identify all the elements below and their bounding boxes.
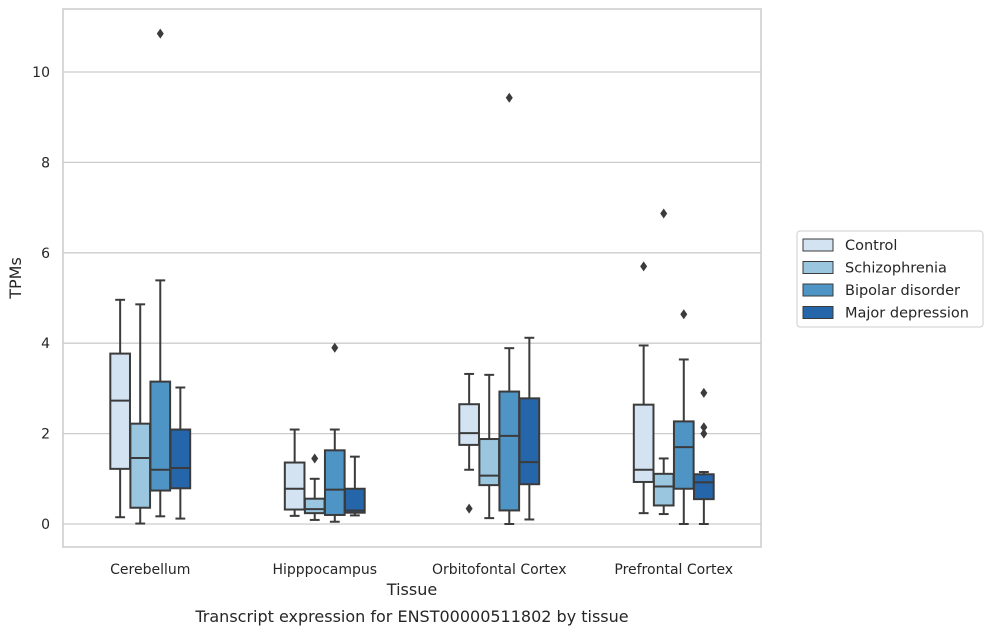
y-axis-label: TPMs <box>6 257 25 300</box>
x-axis-label: Tissue <box>386 580 437 599</box>
legend-label: Major depression <box>845 306 969 322</box>
legend-items: Control Schizophrenia Bipolar disorder Majo… <box>802 238 969 322</box>
y-tick-label: 4 <box>41 336 50 352</box>
x-tick-label: Prefrontal Cortex <box>614 562 733 578</box>
outlier-point <box>640 261 648 272</box>
chart-caption: Transcript expression for ENST0000051180… <box>194 607 628 626</box>
legend-swatch <box>802 261 834 274</box>
box-group <box>632 261 655 515</box>
box-group <box>323 342 346 523</box>
box-iqr <box>323 449 346 516</box>
box-iqr <box>344 487 366 514</box>
legend-frame <box>796 230 984 328</box>
box-group <box>169 386 192 520</box>
box-group <box>129 303 152 525</box>
x-tick-label: Cerebellum <box>110 562 190 578</box>
outlier-point <box>465 503 473 514</box>
x-tick-labels: Cerebellum Hipppocampus Orbitofontal Corte… <box>110 562 733 578</box>
legend-label: Bipolar disorder <box>845 283 960 299</box>
boxes <box>109 28 715 525</box>
box-group <box>344 455 366 517</box>
box-group <box>283 428 306 517</box>
x-tick-label: Orbitofontal Cortex <box>432 562 567 578</box>
box-iqr <box>149 380 172 492</box>
box-iqr <box>672 420 695 490</box>
outlier-point <box>700 387 708 398</box>
outlier-point <box>700 422 708 433</box>
box-group <box>303 453 326 521</box>
box-iqr <box>693 473 715 501</box>
box-group <box>693 387 715 525</box>
legend: Control Schizophrenia Bipolar disorder Majo… <box>796 230 984 328</box>
box-group <box>478 373 501 520</box>
box-iqr <box>632 403 655 483</box>
outlier-point <box>660 208 668 219</box>
box-group <box>652 208 675 516</box>
box-group <box>149 28 172 518</box>
legend-label: Schizophrenia <box>845 261 947 277</box>
outlier-point <box>680 309 688 320</box>
outlier-point <box>156 28 164 39</box>
legend-swatch <box>802 238 834 252</box>
box-iqr <box>109 352 131 470</box>
box-iqr <box>458 403 480 446</box>
box-iqr <box>129 422 152 509</box>
legend-label: Control <box>845 238 897 254</box>
box-group <box>518 336 541 521</box>
y-tick-label: 8 <box>41 155 50 171</box>
legend-swatch <box>802 306 834 319</box>
box-group <box>672 309 695 525</box>
box-iqr <box>652 472 675 507</box>
box-iqr <box>283 461 306 511</box>
plot-area-frame <box>62 8 762 548</box>
y-tick-label: 6 <box>41 246 50 262</box>
box-group <box>109 298 131 519</box>
outlier-point <box>331 342 339 353</box>
box-iqr <box>518 397 541 486</box>
y-tick-label: 10 <box>32 65 50 81</box>
x-tick-label: Hipppocampus <box>272 562 377 578</box>
outlier-point <box>311 453 319 464</box>
y-tick-labels: 0 2 4 6 8 10 <box>32 65 50 533</box>
box-iqr <box>169 428 192 490</box>
box-iqr <box>498 390 521 512</box>
box-group <box>498 92 521 525</box>
outlier-point <box>700 428 708 439</box>
y-tick-label: 2 <box>41 427 50 443</box>
y-tick-label: 0 <box>41 517 50 533</box>
box-iqr <box>478 438 501 487</box>
outlier-point <box>505 92 513 103</box>
box-group <box>458 372 480 514</box>
box-iqr <box>303 497 326 515</box>
legend-swatch <box>802 283 834 297</box>
